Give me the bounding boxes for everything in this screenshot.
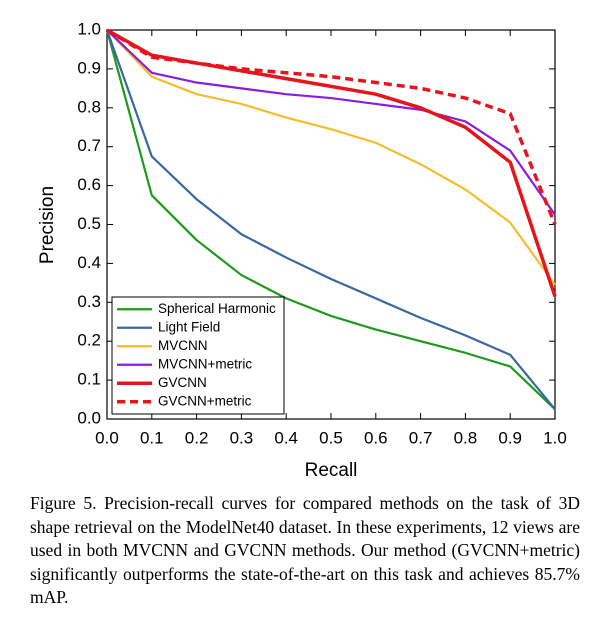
x-tick-label: 1.0 xyxy=(543,428,567,447)
x-tick-label: 0.4 xyxy=(274,428,298,447)
x-tick-label: 0.2 xyxy=(185,428,209,447)
y-tick-label: 0.4 xyxy=(77,253,101,272)
legend-label: GVCNN xyxy=(158,375,207,390)
legend-label: GVCNN+metric xyxy=(158,393,252,408)
y-tick-label: 0.2 xyxy=(77,331,101,350)
y-tick-label: 0.9 xyxy=(77,58,101,77)
x-axis-label: Recall xyxy=(305,460,358,481)
legend-label: Spherical Harmonic xyxy=(158,301,276,316)
y-tick-label: 0.0 xyxy=(77,408,101,427)
y-tick-label: 1.0 xyxy=(77,19,101,38)
legend-box xyxy=(111,296,285,415)
y-tick-label: 0.3 xyxy=(77,292,101,311)
series-line xyxy=(105,29,556,411)
y-axis-label: Precision xyxy=(37,186,58,264)
x-tick-label: 0.5 xyxy=(319,428,343,447)
legend-label: MVCNN xyxy=(158,338,208,353)
caption: Figure 5. Precision-recall curves for co… xyxy=(30,493,580,607)
series-line xyxy=(106,29,556,286)
y-tick-label: 0.7 xyxy=(77,136,101,155)
series-line xyxy=(105,29,556,410)
legend-label: Light Field xyxy=(158,319,220,334)
y-tick-label: 0.8 xyxy=(77,97,101,116)
x-tick-label: 0.9 xyxy=(498,428,522,447)
chart: Precision Recall 0.0 0.1 0.2 0.3 0.4 0.5 0.6 0.… xyxy=(37,19,567,481)
series-line xyxy=(106,29,556,216)
x-tick-label: 0.3 xyxy=(230,428,254,447)
series-line xyxy=(106,28,557,226)
y-tick-label: 0.1 xyxy=(77,370,101,389)
y-tick-label: 0.5 xyxy=(77,214,101,233)
series-line xyxy=(106,28,557,298)
legend-label: MVCNN+metric xyxy=(158,356,252,371)
x-tick-label: 0.7 xyxy=(409,428,433,447)
x-tick-label: 0.0 xyxy=(95,428,119,447)
x-tick-label: 0.8 xyxy=(454,428,478,447)
x-tick-label: 0.6 xyxy=(364,428,388,447)
y-tick-label: 0.6 xyxy=(77,175,101,194)
x-tick-label: 0.1 xyxy=(140,428,164,447)
